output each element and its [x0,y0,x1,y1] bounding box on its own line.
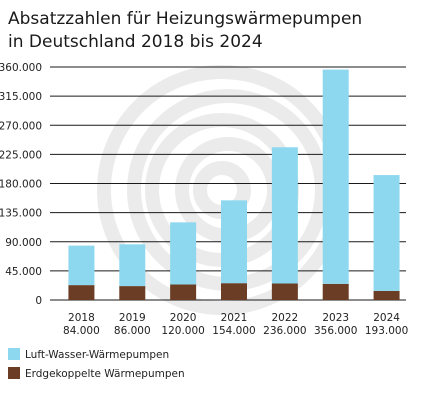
y-tick-label: 90.000 [5,237,42,249]
chart-title-line-2: in Deutschland 2018 bis 2024 [8,32,263,52]
x-tick-label: 2022 [271,312,298,324]
y-tick-label: 360.000 [0,62,42,74]
total-label: 356.000 [314,325,357,337]
bar-segment [170,222,197,285]
x-tick-label: 2018 [68,312,95,324]
bar-segment [271,147,298,284]
x-tick-label: 2023 [322,312,349,324]
x-tick-label: 2020 [170,312,197,324]
total-label: 154.000 [212,325,255,337]
total-label: 120.000 [161,325,204,337]
bar-segment [119,244,146,287]
y-tick-label: 0 [35,295,42,307]
bar-segment [373,175,400,291]
y-tick-label: 315.000 [0,91,42,103]
total-label: 236.000 [263,325,306,337]
legend: Luft-Wasser-Wärmepumpen Erdgekoppelte Wär… [8,348,185,380]
y-tick-label: 270.000 [0,120,42,132]
total-label: 84.000 [63,325,100,337]
bar-segment [68,285,95,300]
legend-label: Erdgekoppelte Wärmepumpen [25,368,185,380]
chart-title-line-1: Absatzzahlen für Heizungswärmepumpen [8,9,362,29]
bar-segment [221,200,247,284]
total-label: 193.000 [365,325,408,337]
chart-title: Absatzzahlen für Heizungswärmepumpen in … [8,9,362,52]
y-tick-label: 180.000 [0,179,42,191]
bar-segment [271,283,298,300]
bar-segment [373,290,400,300]
legend-label: Luft-Wasser-Wärmepumpen [25,349,169,361]
bar-segment [322,283,349,300]
x-tick-label: 2021 [221,312,248,324]
bar-segment [221,283,247,300]
y-tick-label: 225.000 [0,149,42,161]
bar-segment [170,284,197,300]
bar-segment [68,245,95,286]
bars [68,69,400,300]
y-axis-ticks: 0 45.000 90.000 135.000 180.000 225.000 270.00… [0,62,42,307]
total-label: 86.000 [114,325,151,337]
bar-segment [119,286,146,300]
y-tick-label: 135.000 [0,208,42,220]
legend-swatch [8,367,20,379]
x-tick-label: 2019 [119,312,146,324]
x-tick-label: 2024 [373,312,400,324]
bar-segment [322,69,349,284]
y-tick-label: 45.000 [5,266,42,278]
legend-swatch [8,348,20,360]
